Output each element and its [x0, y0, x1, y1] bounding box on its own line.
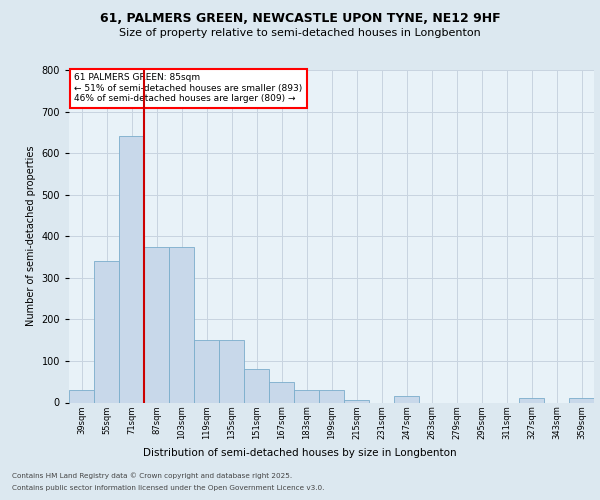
Bar: [219, 340, 244, 402]
Y-axis label: Number of semi-detached properties: Number of semi-detached properties: [26, 146, 36, 326]
Bar: [144, 246, 169, 402]
Text: Size of property relative to semi-detached houses in Longbenton: Size of property relative to semi-detach…: [119, 28, 481, 38]
Bar: [569, 398, 594, 402]
Text: Contains public sector information licensed under the Open Government Licence v3: Contains public sector information licen…: [12, 485, 325, 491]
Bar: [119, 136, 144, 402]
Bar: [294, 390, 319, 402]
Bar: [169, 246, 194, 402]
Bar: [519, 398, 544, 402]
Bar: [394, 396, 419, 402]
Bar: [344, 400, 369, 402]
Text: 61, PALMERS GREEN, NEWCASTLE UPON TYNE, NE12 9HF: 61, PALMERS GREEN, NEWCASTLE UPON TYNE, …: [100, 12, 500, 26]
Text: Distribution of semi-detached houses by size in Longbenton: Distribution of semi-detached houses by …: [143, 448, 457, 458]
Bar: [69, 390, 94, 402]
Bar: [269, 382, 294, 402]
Bar: [94, 261, 119, 402]
Bar: [194, 340, 219, 402]
Text: Contains HM Land Registry data © Crown copyright and database right 2025.: Contains HM Land Registry data © Crown c…: [12, 472, 292, 479]
Bar: [319, 390, 344, 402]
Bar: [244, 369, 269, 402]
Text: 61 PALMERS GREEN: 85sqm
← 51% of semi-detached houses are smaller (893)
46% of s: 61 PALMERS GREEN: 85sqm ← 51% of semi-de…: [74, 74, 302, 103]
